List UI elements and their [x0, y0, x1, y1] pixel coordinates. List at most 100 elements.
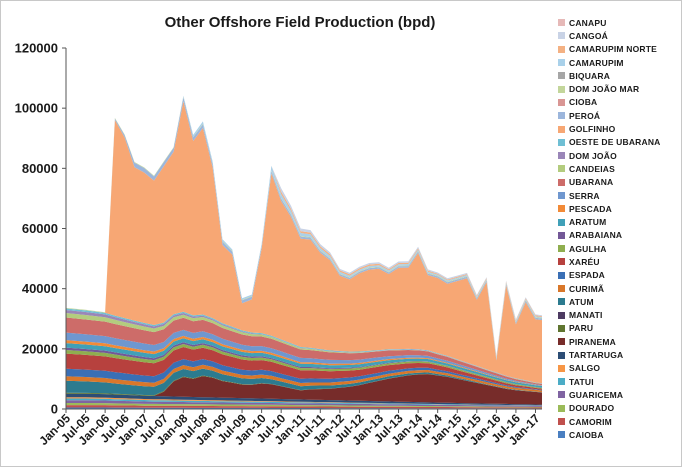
legend-swatch	[558, 112, 565, 120]
legend-label: SERRA	[569, 190, 600, 201]
legend-item: UBARANA	[558, 176, 678, 189]
legend-item: CAMARUPIM NORTE	[558, 43, 678, 56]
legend-item: XARÉU	[558, 255, 678, 268]
area-series-dourado	[66, 403, 542, 408]
legend-label: BIQUARA	[569, 70, 611, 81]
x-axis-ticks: Jan-05Jul-05Jan-06Jul-06Jan-07Jul-07Jan-…	[36, 409, 543, 448]
area-series-agulha	[66, 344, 542, 389]
legend-item: CAMORIM	[558, 415, 678, 428]
legend-swatch	[558, 192, 565, 199]
legend-label: XARÉU	[569, 256, 600, 267]
legend-label: GOLFINHO	[569, 124, 616, 135]
legend-item: BIQUARA	[558, 69, 678, 82]
legend-swatch	[558, 72, 565, 80]
legend-item: GOLFINHO	[558, 122, 678, 135]
y-tick-label: 60000	[22, 221, 58, 236]
legend-swatch	[558, 418, 565, 426]
legend-swatch	[558, 165, 565, 173]
legend-swatch	[558, 45, 565, 53]
y-tick-label: 80000	[22, 161, 58, 176]
legend-label: PEROÁ	[569, 110, 601, 121]
legend-item: TARTARUGA	[558, 348, 678, 361]
legend-label: CIOBA	[569, 97, 598, 108]
legend-swatch	[558, 32, 565, 40]
legend-swatch	[558, 404, 565, 412]
legend-label: MANATI	[569, 310, 603, 321]
legend-swatch	[558, 285, 565, 293]
area-series-tartaruga	[66, 393, 542, 406]
legend-item: ATUM	[558, 295, 678, 308]
legend-item: CANAPU	[558, 16, 678, 29]
legend-swatch	[558, 205, 565, 213]
legend-label: CAMARUPIM	[569, 57, 624, 68]
y-tick-label: 120000	[15, 41, 58, 56]
legend-label: PIRANEMA	[569, 336, 616, 347]
legend-label: ATUM	[569, 296, 594, 307]
legend-swatch	[558, 138, 565, 146]
legend-swatch	[558, 271, 565, 279]
legend-item: CIOBA	[558, 96, 678, 109]
legend-swatch	[558, 59, 565, 67]
legend-swatch	[558, 378, 565, 386]
area-series-guaricema	[66, 400, 542, 407]
legend-item: PIRANEMA	[558, 335, 678, 348]
legend-label: UBARANA	[569, 177, 614, 188]
legend: CANAPU CANGOÁ CAMARUPIM NORTE CAMARUPIM BIQU…	[558, 16, 678, 442]
legend-label: TATUI	[569, 376, 594, 387]
legend-swatch	[558, 125, 565, 133]
legend-swatch	[558, 258, 565, 266]
legend-swatch	[558, 364, 565, 372]
legend-label: ARABAIANA	[569, 230, 623, 241]
legend-label: CAMORIM	[569, 416, 612, 427]
legend-item: CANDEIAS	[558, 162, 678, 175]
legend-label: PESCADA	[569, 203, 612, 214]
legend-item: SALGO	[558, 362, 678, 375]
legend-swatch	[558, 85, 565, 93]
legend-label: CAIOBA	[569, 429, 604, 440]
legend-item: ARABAIANA	[558, 229, 678, 242]
legend-item: GUARICEMA	[558, 388, 678, 401]
legend-swatch	[558, 351, 565, 359]
legend-item: CAIOBA	[558, 428, 678, 441]
legend-item: AGULHA	[558, 242, 678, 255]
chart-title: Other Offshore Field Production (bpd)	[164, 14, 436, 31]
legend-item: DOURADO	[558, 402, 678, 415]
legend-item: CURIMÃ	[558, 282, 678, 295]
legend-swatch	[558, 391, 565, 399]
legend-swatch	[558, 338, 565, 346]
legend-swatch	[558, 98, 565, 106]
legend-item: PESCADA	[558, 202, 678, 215]
legend-item: SERRA	[558, 189, 678, 202]
area-series-golfinho	[66, 101, 542, 384]
area-series-atum	[66, 368, 542, 396]
legend-item: DOM JOÃO	[558, 149, 678, 162]
legend-swatch	[558, 19, 565, 27]
legend-label: DOM JOÃO	[569, 150, 617, 161]
legend-item: PARU	[558, 322, 678, 335]
legend-label: CANAPU	[569, 17, 607, 28]
legend-label: ARATUM	[569, 217, 607, 228]
y-tick-label: 40000	[22, 281, 58, 296]
area-series-piranema	[66, 374, 542, 405]
legend-item: ESPADA	[558, 269, 678, 282]
area-series-oeste-de-ubarana	[66, 308, 542, 384]
y-tick-label: 100000	[15, 101, 58, 116]
legend-label: SALGO	[569, 363, 601, 374]
legend-label: DOURADO	[569, 403, 615, 414]
area-series-candeias	[66, 313, 542, 384]
area-series-ubarana	[66, 317, 542, 386]
legend-label: PARU	[569, 323, 594, 334]
legend-swatch	[558, 311, 565, 319]
legend-label: CANDEIAS	[569, 163, 615, 174]
area-series-dom-jo-o	[66, 310, 542, 384]
legend-swatch	[558, 298, 565, 306]
area-series-camorim	[66, 405, 542, 409]
series-areas	[66, 95, 542, 409]
legend-label: DOM JOÃO MAR	[569, 84, 640, 95]
area-series-xar-u	[66, 347, 542, 390]
legend-label: ESPADA	[569, 270, 605, 281]
legend-item: OESTE DE UBARANA	[558, 136, 678, 149]
legend-label: CURIMÃ	[569, 283, 605, 294]
y-axis-ticks: 0 20000 40000 60000 80000 100000 120000	[15, 41, 66, 417]
